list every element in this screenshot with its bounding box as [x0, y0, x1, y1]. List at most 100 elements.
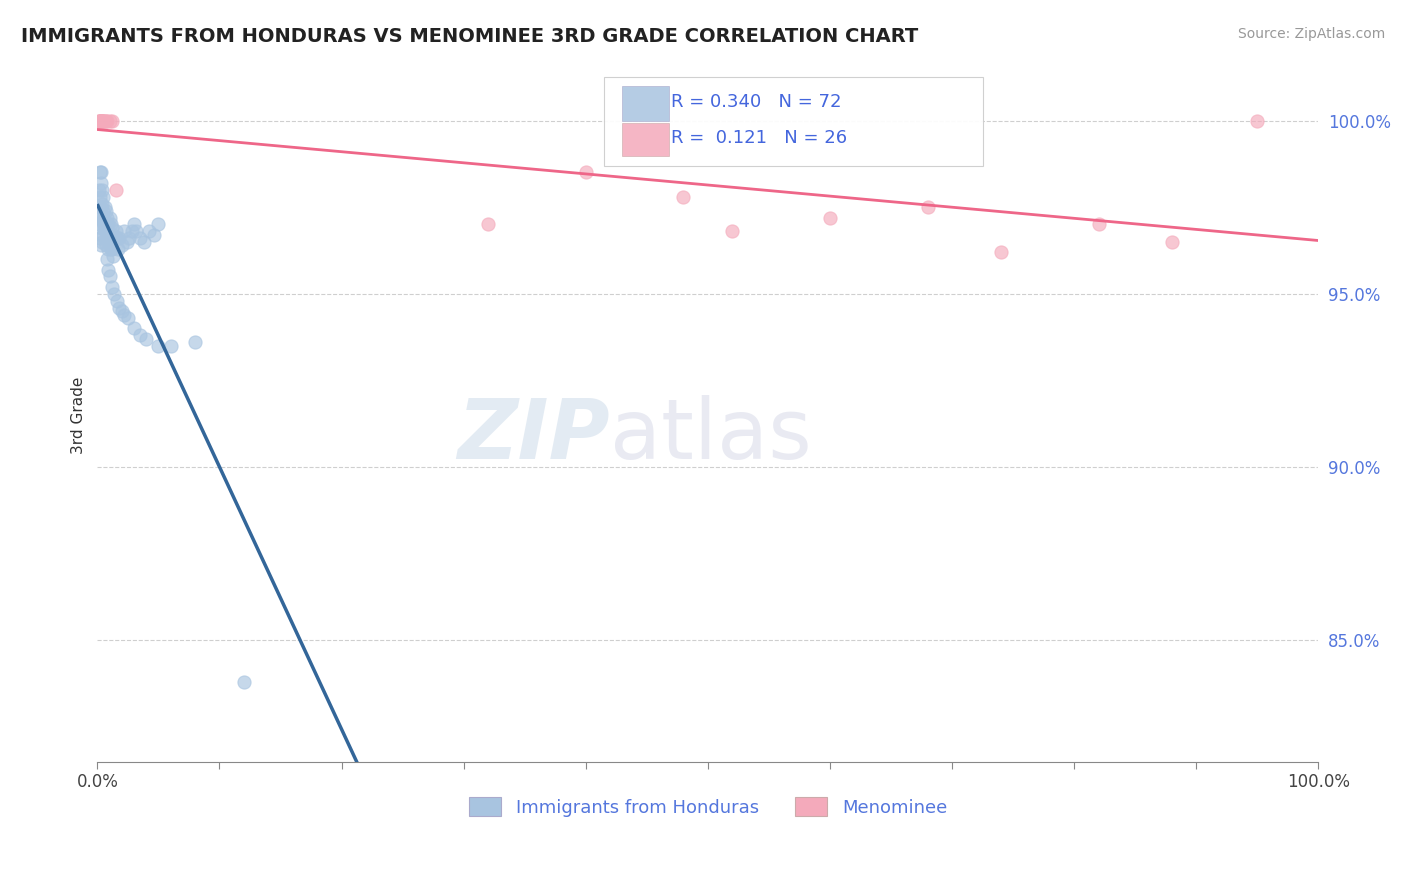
Point [91, 196, 114, 211]
Point [111, 304, 134, 318]
Legend: Immigrants from Honduras, Menominee: Immigrants from Honduras, Menominee [461, 790, 955, 824]
Point [672, 190, 695, 204]
Point [98, 211, 121, 225]
Point [90, 221, 112, 235]
Point [91, 214, 114, 228]
Point [1246, 113, 1268, 128]
Point [107, 242, 129, 256]
Point [93, 221, 115, 235]
Point [184, 335, 207, 350]
Point [111, 238, 134, 252]
Point [89, 165, 111, 179]
Point [100, 218, 122, 232]
Point [93, 211, 115, 225]
Point [97, 242, 120, 256]
Point [91, 183, 114, 197]
Point [87, 113, 110, 128]
Point [96, 252, 118, 267]
Point [87, 200, 110, 214]
Point [89, 190, 111, 204]
Point [89, 211, 111, 225]
Point [108, 301, 131, 315]
Point [101, 242, 124, 256]
Point [90, 238, 112, 252]
Point [100, 242, 122, 256]
Point [93, 203, 115, 218]
Point [125, 224, 148, 238]
Point [103, 286, 125, 301]
Point [90, 200, 112, 214]
Point [103, 249, 125, 263]
Point [97, 218, 120, 232]
Point [103, 227, 125, 242]
Point [94, 224, 117, 238]
Point [93, 221, 115, 235]
Point [148, 339, 170, 353]
Point [104, 224, 127, 238]
Point [103, 231, 125, 245]
Point [148, 218, 170, 232]
Point [142, 227, 165, 242]
Point [101, 221, 124, 235]
Point [1160, 235, 1182, 249]
Text: IMMIGRANTS FROM HONDURAS VS MENOMINEE 3RD GRADE CORRELATION CHART: IMMIGRANTS FROM HONDURAS VS MENOMINEE 3R… [21, 27, 918, 45]
Point [96, 113, 118, 128]
Y-axis label: 3rd Grade: 3rd Grade [72, 376, 86, 454]
Point [87, 218, 110, 232]
FancyBboxPatch shape [623, 87, 669, 121]
Point [232, 675, 254, 690]
Point [90, 165, 112, 179]
Point [917, 200, 939, 214]
Point [159, 339, 181, 353]
Point [96, 211, 118, 225]
Text: Source: ZipAtlas.com: Source: ZipAtlas.com [1237, 27, 1385, 41]
Point [129, 328, 152, 343]
Point [101, 113, 124, 128]
Text: R = 0.340   N = 72: R = 0.340 N = 72 [671, 94, 842, 112]
Point [112, 308, 135, 322]
Point [98, 113, 121, 128]
Text: R =  0.121   N = 26: R = 0.121 N = 26 [671, 129, 848, 147]
Point [93, 200, 115, 214]
Point [1087, 218, 1109, 232]
Point [93, 190, 115, 204]
Point [112, 224, 135, 238]
Point [818, 211, 841, 225]
Point [122, 218, 145, 232]
Point [101, 280, 124, 294]
Text: ZIP: ZIP [457, 395, 610, 476]
Point [135, 332, 157, 346]
Point [117, 311, 139, 326]
Point [87, 183, 110, 197]
Point [90, 176, 112, 190]
Text: atlas: atlas [610, 395, 811, 476]
Point [94, 238, 117, 252]
Point [97, 262, 120, 277]
Point [129, 231, 152, 245]
Point [118, 231, 141, 245]
Point [91, 235, 114, 249]
Point [105, 231, 128, 245]
Point [990, 245, 1012, 260]
Point [93, 227, 115, 242]
Point [721, 224, 744, 238]
Point [108, 231, 131, 245]
Point [93, 113, 115, 128]
Point [98, 269, 121, 284]
Point [477, 218, 499, 232]
Point [90, 113, 112, 128]
Point [89, 113, 111, 128]
Point [96, 231, 118, 245]
Point [91, 113, 114, 128]
FancyBboxPatch shape [605, 77, 983, 166]
Point [94, 113, 117, 128]
Point [138, 224, 160, 238]
Point [115, 235, 138, 249]
Point [93, 113, 115, 128]
Point [89, 113, 111, 128]
Point [87, 113, 110, 128]
Point [98, 235, 121, 249]
FancyBboxPatch shape [623, 123, 669, 156]
Point [104, 183, 127, 197]
Point [121, 224, 143, 238]
